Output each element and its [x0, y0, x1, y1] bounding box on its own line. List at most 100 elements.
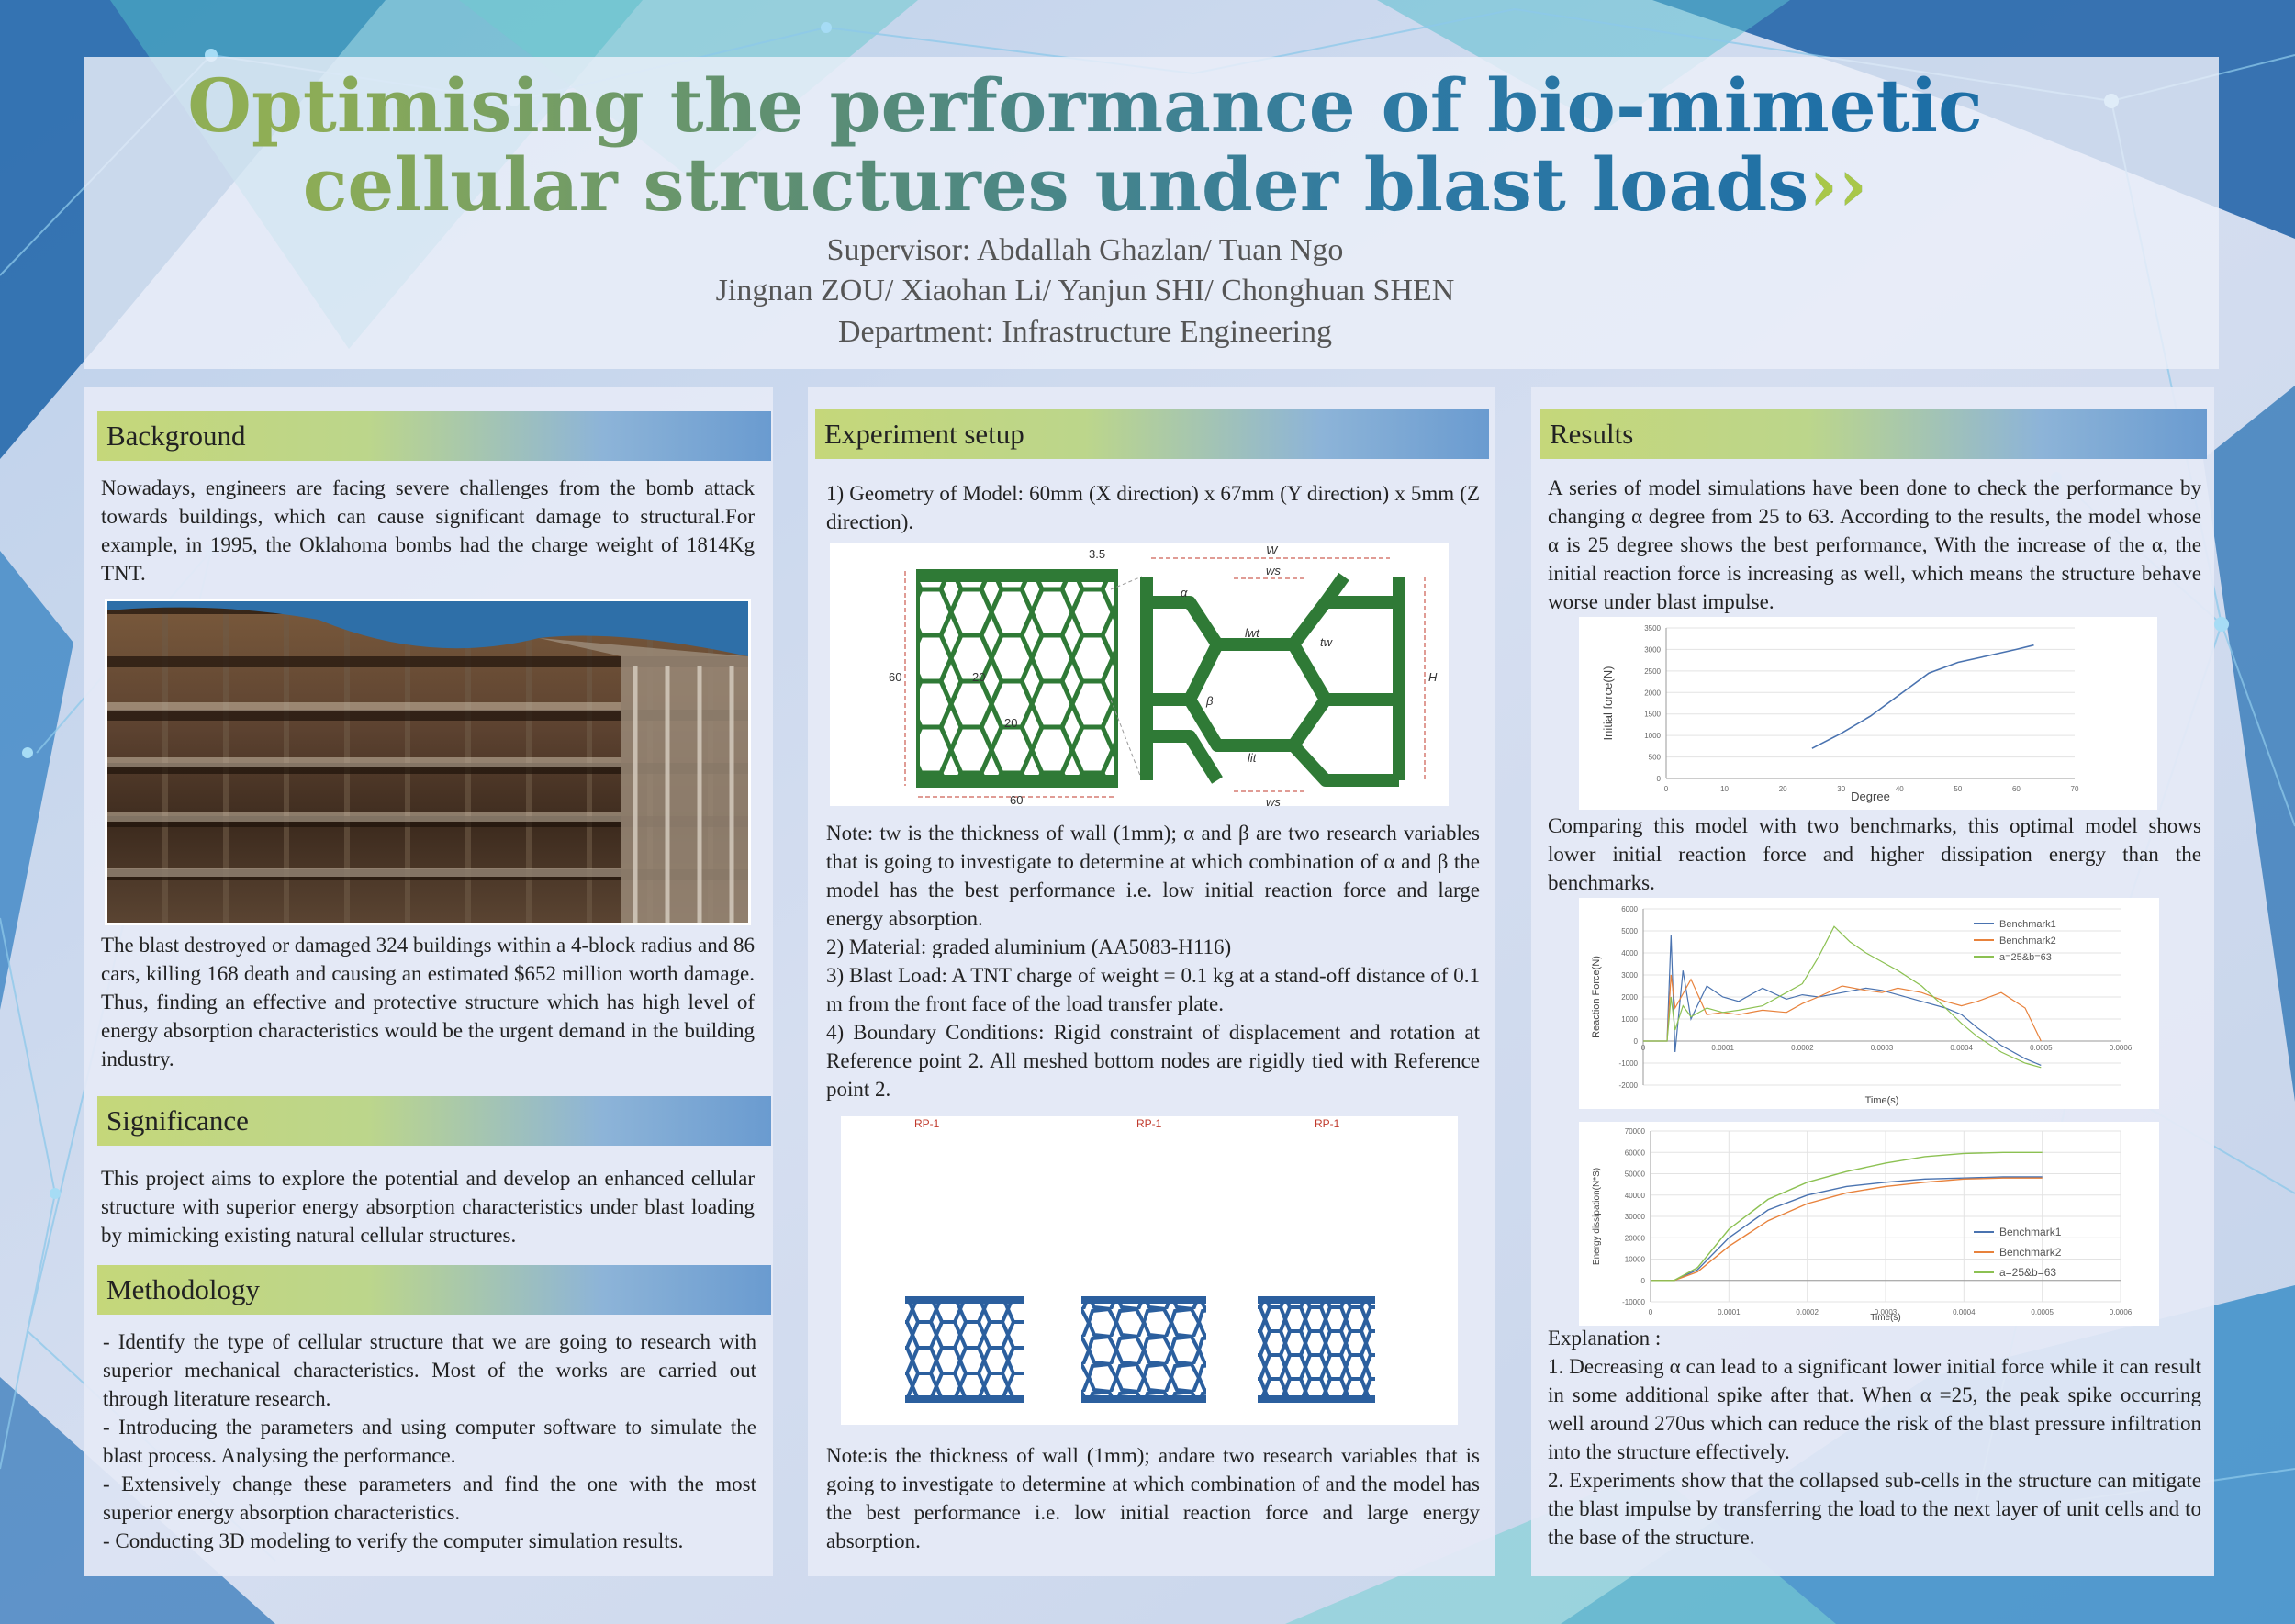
x-tick-label: 0.0002: [1796, 1308, 1819, 1316]
series-line-a-25-b-63: [1643, 925, 2042, 1069]
y-tick-label: -2000: [1619, 1081, 1639, 1090]
experiment-heading: Experiment setup: [815, 409, 1489, 459]
explanation-1: 1. Decreasing α can lead to a significan…: [1548, 1355, 2201, 1463]
diagram-label-ws-bottom: ws: [1266, 795, 1281, 806]
x-tick-label: 70: [2071, 785, 2079, 793]
y-tick-label: 20000: [1625, 1234, 1646, 1242]
x-tick-label: 40: [1896, 785, 1904, 793]
department-line: Department: Infrastructure Engineering: [837, 315, 1333, 349]
y-tick-label: 2000: [1644, 689, 1661, 697]
x-tick-label: 0.0005: [2030, 1044, 2053, 1052]
geometry-text: 1) Geometry of Model: 60mm (X direction)…: [826, 482, 1480, 533]
significance-text: This project aims to explore the potenti…: [101, 1167, 755, 1247]
diagram-label-W: W: [1266, 543, 1279, 557]
material-text: 2) Material: graded aluminium (AA5083-H1…: [826, 935, 1232, 958]
x-tick-label: 0.0003: [1875, 1308, 1898, 1316]
x-tick-label: 20: [1779, 785, 1787, 793]
y-tick-label: 30000: [1625, 1213, 1646, 1221]
x-tick-label: 0.0006: [2110, 1044, 2133, 1052]
y-axis-label: Reaction Force(N): [1591, 956, 1602, 1038]
diagram-label-bottom: 60: [1010, 793, 1023, 806]
y-tick-label: 2500: [1644, 667, 1661, 676]
x-tick-label: 0: [1649, 1308, 1653, 1316]
rp-label: RP-1: [1315, 1117, 1340, 1130]
x-tick-label: 0: [1664, 785, 1669, 793]
boundary-text: 4) Boundary Conditions: Rigid constraint…: [826, 1021, 1480, 1101]
y-tick-label: 70000: [1625, 1127, 1646, 1136]
background-intro: Nowadays, engineers are facing severe ch…: [101, 476, 755, 585]
series-line-benchmark2: [1643, 974, 2042, 1042]
x-tick-label: 60: [2012, 785, 2021, 793]
diagram-label-lwt: lwt: [1245, 626, 1260, 640]
supervisor-line: Supervisor: Abdallah Ghazlan/ Tuan Ngo: [826, 233, 1344, 267]
students-line: Jingnan ZOU/ Xiaohan Li/ Yanjun SHI/ Cho…: [715, 274, 1455, 308]
y-tick-label: 0: [1657, 775, 1662, 783]
diagram-label-left: 60: [889, 670, 901, 684]
experiment-note-2: Note:is the thickness of wall (1mm); and…: [826, 1444, 1480, 1552]
series-line-0: [1811, 644, 2034, 749]
methodology-item: - Conducting 3D modeling to verify the c…: [103, 1529, 684, 1552]
explanation-title: Explanation :: [1548, 1327, 1662, 1350]
methodology-item: - Introducing the parameters and using c…: [103, 1416, 756, 1467]
poster-title: Optimising the performance of bio-mimeti…: [84, 66, 2086, 224]
initial-force-chart: 0 500 1000 1500 2000 2500 3000 3500 0 10 20 30 40 50 6…: [1579, 617, 2157, 810]
x-tick-label: 0.0001: [1711, 1044, 1734, 1052]
results-heading: Results: [1540, 409, 2207, 459]
y-axis-label: Initial force(N): [1601, 666, 1615, 741]
y-tick-label: 6000: [1621, 905, 1638, 913]
y-tick-label: 3500: [1644, 624, 1661, 633]
legend-label: a=25&b=63: [1999, 1266, 2056, 1279]
blast-load-text: 3) Blast Load: A TNT charge of weight = …: [826, 964, 1480, 1015]
x-axis-label: Degree: [1851, 790, 1890, 803]
x-axis-label: Time(s): [1865, 1095, 1899, 1106]
x-tick-label: 10: [1720, 785, 1729, 793]
y-tick-label: 1000: [1621, 1015, 1638, 1024]
x-tick-label: 0.0002: [1791, 1044, 1814, 1052]
y-tick-label: 1500: [1644, 711, 1661, 719]
y-tick-label: 40000: [1625, 1192, 1646, 1200]
series-line-a-25-b-63: [1651, 1151, 2043, 1282]
diagram-label-beta: β: [1205, 694, 1214, 708]
y-tick-label: 3000: [1644, 645, 1661, 654]
x-tick-label: 0.0004: [1953, 1308, 1976, 1316]
x-tick-label: 0.0004: [1950, 1044, 1973, 1052]
geometry-diagram: 3.5 60 20 20 60 W ws H lwt tw β lit ws α: [830, 543, 1449, 809]
x-tick-label: 0.0001: [1718, 1308, 1741, 1316]
experiment-note-1: Note: tw is the thickness of wall (1mm);…: [826, 822, 1480, 930]
y-tick-label: 500: [1649, 754, 1662, 762]
energy-dissipation-chart: -10000 0 10000 20000 30000 40000 50000 60000 700…: [1579, 1122, 2159, 1326]
series-line-benchmark1: [1643, 935, 2042, 1066]
diagram-label-cell-width: 20: [1004, 716, 1017, 730]
methodology-list: - Identify the type of cellular structur…: [103, 1327, 756, 1555]
diagram-label-H: H: [1428, 670, 1438, 684]
y-tick-label: -10000: [1622, 1298, 1645, 1306]
x-tick-label: 30: [1837, 785, 1845, 793]
oklahoma-bombing-photo: [105, 599, 751, 925]
legend-label: Benchmark1: [1999, 1226, 2062, 1238]
diagram-label-alpha: α: [1181, 586, 1188, 599]
x-tick-label: 0.0003: [1871, 1044, 1894, 1052]
x-tick-label: 0.0005: [2031, 1308, 2054, 1316]
y-tick-label: 3000: [1621, 971, 1638, 980]
diagram-label-lit: lit: [1248, 751, 1258, 765]
diagram-label-cell-height: 20: [972, 670, 985, 684]
title-line-2-text: cellular structures under blast loads: [302, 141, 1809, 228]
diagram-label-top: 3.5: [1089, 547, 1105, 561]
methodology-heading: Methodology: [97, 1265, 771, 1315]
poster-header: Optimising the performance of bio-mimeti…: [84, 57, 2219, 369]
series-line-benchmark2: [1651, 1177, 2043, 1282]
title-chevron-icon: ››: [1808, 141, 1868, 228]
methodology-item: - Extensively change these parameters an…: [103, 1473, 756, 1524]
legend-label: a=25&b=63: [1999, 952, 2052, 963]
rp-label: RP-1: [1136, 1117, 1162, 1130]
legend-label: Benchmark2: [1999, 935, 2056, 946]
rp-label: RP-1: [914, 1117, 940, 1130]
right-column-panel: Results A series of model simulations ha…: [1531, 387, 2214, 1576]
y-axis-label: Energy dissipation(N*S): [1592, 1168, 1602, 1265]
x-tick-label: 50: [1954, 785, 1962, 793]
diagram-label-ws-top: ws: [1266, 564, 1281, 577]
y-tick-label: 5000: [1621, 927, 1638, 935]
explanation-2: 2. Experiments show that the collapsed s…: [1548, 1469, 2201, 1549]
background-impact: The blast destroyed or damaged 324 build…: [101, 934, 755, 1070]
x-tick-label: 0.0006: [2110, 1308, 2133, 1316]
